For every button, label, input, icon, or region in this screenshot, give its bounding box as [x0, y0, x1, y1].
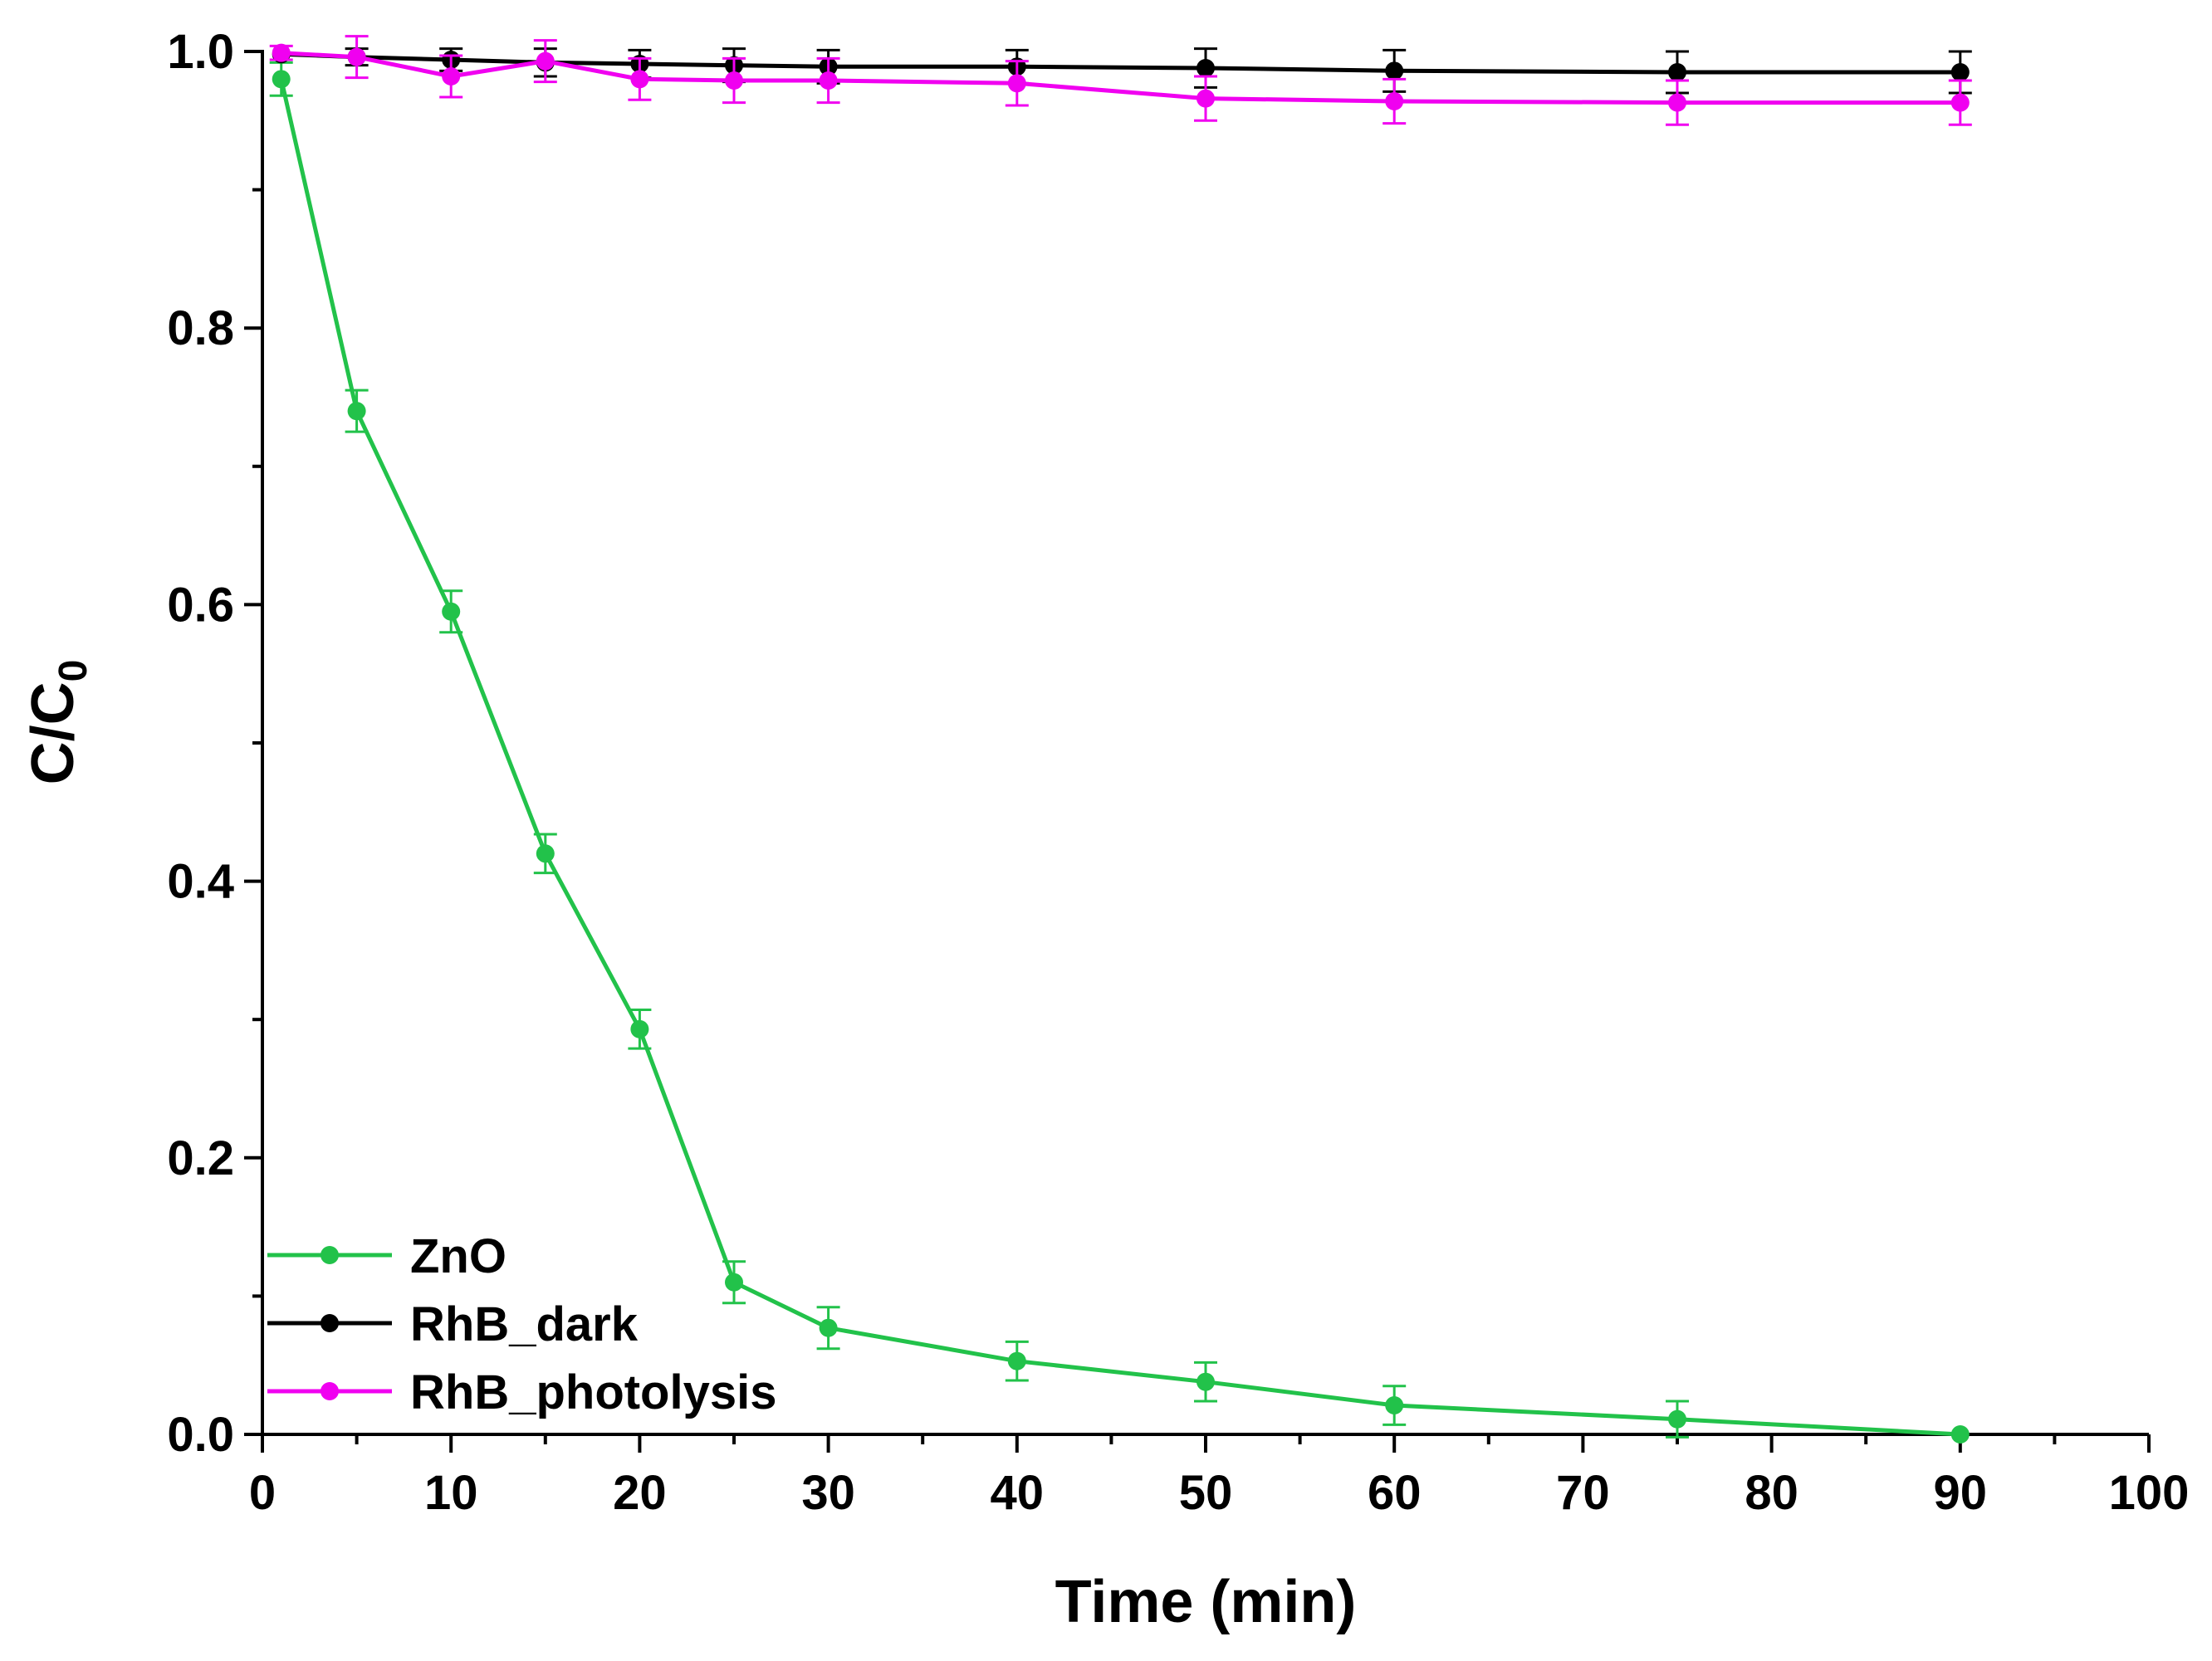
legend: ZnO RhB_dark RhB_photolysis [267, 1229, 777, 1419]
x-tick-label: 90 [1934, 1466, 1988, 1520]
data-point [630, 1020, 648, 1038]
series-ZnO [270, 62, 1970, 1444]
legend-marker [321, 1382, 339, 1400]
data-point [348, 402, 366, 420]
data-point [1951, 63, 1970, 81]
y-tick-label: 0.4 [167, 855, 234, 909]
plot-area [270, 37, 1972, 1444]
legend-marker [321, 1314, 339, 1332]
y-tick-label: 0.8 [167, 301, 234, 355]
data-point [442, 603, 460, 621]
data-point [1668, 94, 1686, 112]
data-point [536, 52, 555, 71]
x-tick-label: 30 [801, 1466, 855, 1520]
data-point [272, 70, 291, 88]
data-point [1385, 1396, 1403, 1414]
legend-item: RhB_dark [267, 1297, 639, 1351]
x-tick-label: 10 [424, 1466, 478, 1520]
svg-text:C/C0: C/C0 [20, 660, 95, 785]
y-tick-label: 0.0 [167, 1408, 234, 1462]
chart: 0 10 20 30 40 50 60 70 80 90 100 0.0 0.2 0.4 0.6 0.8 1.… [0, 0, 2212, 1661]
y-axis-title-subscript: 0 [51, 660, 95, 682]
series-RhB_photolysis [270, 37, 1972, 125]
data-point [630, 70, 648, 88]
y-tick-label: 1.0 [167, 25, 234, 79]
data-point [1197, 59, 1215, 77]
data-point [1951, 1425, 1970, 1444]
y-axis-title: C/C0 [20, 660, 95, 785]
data-point [1008, 1352, 1026, 1370]
data-point [820, 71, 838, 90]
legend-label: RhB_photolysis [410, 1365, 777, 1419]
data-point [1951, 94, 1970, 112]
x-tick-label: 0 [249, 1466, 276, 1520]
data-point [820, 1319, 838, 1337]
data-point [536, 844, 555, 862]
legend-label: ZnO [410, 1229, 507, 1283]
data-point [1197, 1373, 1215, 1391]
data-point [1008, 74, 1026, 92]
y-axis-ticks: 0.0 0.2 0.4 0.6 0.8 1.0 [167, 25, 262, 1462]
x-tick-label: 20 [613, 1466, 667, 1520]
x-tick-label: 70 [1556, 1466, 1610, 1520]
legend-item: ZnO [267, 1229, 507, 1283]
series-line [281, 79, 1960, 1434]
axes [262, 50, 2149, 1436]
data-point [272, 44, 291, 62]
data-point [348, 48, 366, 66]
data-point [442, 67, 460, 85]
legend-label: RhB_dark [410, 1297, 639, 1351]
x-axis-title: Time (min) [1055, 1569, 1357, 1635]
data-point [1668, 63, 1686, 81]
x-tick-label: 60 [1368, 1466, 1422, 1520]
legend-marker [321, 1246, 339, 1264]
series-RhB_dark [272, 45, 1972, 93]
x-axis-ticks: 0 10 20 30 40 50 60 70 80 90 100 [249, 1434, 2190, 1520]
y-axis-title-main: C/C [20, 681, 86, 784]
y-tick-label: 0.2 [167, 1131, 234, 1185]
data-point [1385, 92, 1403, 110]
y-tick-label: 0.6 [167, 578, 234, 632]
x-tick-label: 100 [2109, 1466, 2190, 1520]
x-tick-label: 80 [1745, 1466, 1798, 1520]
x-tick-label: 50 [1179, 1466, 1233, 1520]
legend-item: RhB_photolysis [267, 1365, 777, 1419]
data-point [1668, 1410, 1686, 1429]
data-point [725, 71, 743, 90]
data-point [1197, 90, 1215, 108]
data-point [1385, 61, 1403, 80]
data-point [725, 1273, 743, 1292]
x-tick-label: 40 [991, 1466, 1045, 1520]
